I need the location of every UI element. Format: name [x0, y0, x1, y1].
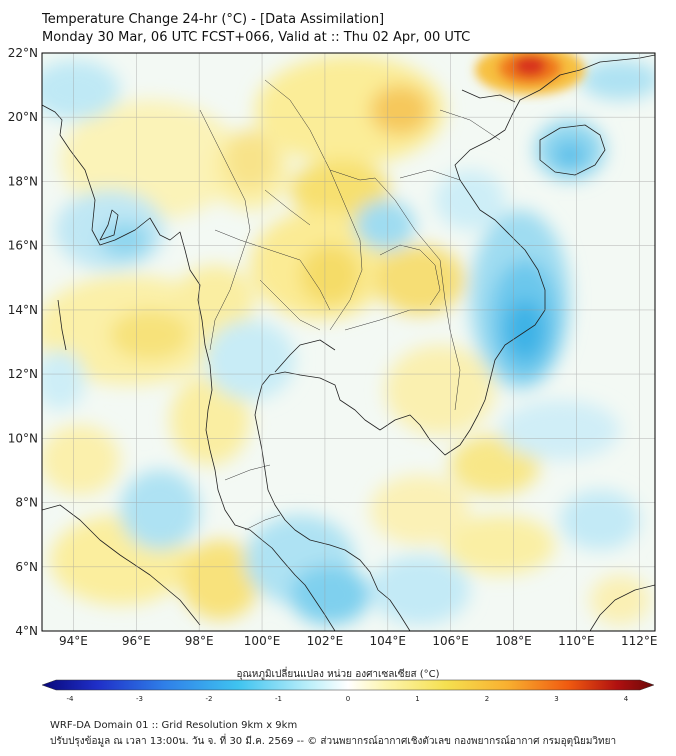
colorbar-tick-label: 3 [554, 695, 558, 703]
temperature-field [42, 53, 655, 631]
colorbar-tick-label: 4 [624, 695, 629, 703]
lon-tick-label: 108°E [495, 634, 532, 648]
lon-tick-label: 98°E [185, 634, 214, 648]
colorbar-tick-label: -1 [275, 695, 282, 703]
lon-tick-label: 96°E [122, 634, 151, 648]
lon-tick-label: 106°E [432, 634, 469, 648]
lat-tick-label: 18°N [8, 174, 38, 188]
colorbar-tick-label: -3 [136, 695, 143, 703]
lat-tick-label: 12°N [8, 367, 38, 381]
lon-tick-label: 112°E [621, 634, 658, 648]
lon-tick-label: 102°E [307, 634, 344, 648]
lat-tick-label: 4°N [15, 624, 38, 638]
lat-tick-label: 16°N [8, 239, 38, 253]
map-title: Temperature Change 24-hr (°C) - [Data As… [42, 12, 385, 27]
colorbar-tick-label: -2 [206, 695, 213, 703]
lat-tick-label: 20°N [8, 110, 38, 124]
map-subtitle: Monday 30 Mar, 06 UTC FCST+066, Valid at… [42, 30, 471, 45]
colorbar-tick-label: -4 [67, 695, 75, 703]
footer-update-info: ปรับปรุงข้อมูล ณ เวลา 13:00น. วัน จ. ที่… [50, 736, 617, 747]
map-frame [41, 52, 656, 632]
colorbar-title: อุณหภูมิเปลี่ยนแปลง หน่วย องศาเซลเซียส (… [236, 669, 440, 680]
longitude-labels: 94°E 96°E 98°E 100°E 102°E 104°E 106°E 108°E 110… [59, 634, 658, 648]
colorbar-ticks: -4 -3 -2 -1 0 1 2 3 4 [67, 695, 629, 703]
colorbar-tick-label: 1 [415, 695, 419, 703]
footer-model-info: WRF-DA Domain 01 :: Grid Resolution 9km … [50, 720, 298, 731]
latitude-labels: 22°N 20°N 18°N 16°N 14°N 12°N 10°N 8°N 6°N 4°N [8, 46, 38, 638]
lat-tick-label: 6°N [15, 560, 38, 574]
lat-tick-label: 14°N [8, 303, 38, 317]
lon-tick-label: 110°E [558, 634, 595, 648]
lon-tick-label: 104°E [370, 634, 407, 648]
colorbar: -4 -3 -2 -1 0 1 2 3 4 [41, 679, 655, 703]
lat-tick-label: 8°N [15, 496, 38, 510]
lat-tick-label: 22°N [8, 46, 38, 60]
lat-tick-label: 10°N [8, 431, 38, 445]
lon-tick-label: 100°E [244, 634, 281, 648]
colorbar-tick-label: 0 [346, 695, 350, 703]
colorbar-ramp [41, 679, 655, 691]
lon-tick-label: 94°E [59, 634, 88, 648]
colorbar-tick-label: 2 [485, 695, 489, 703]
